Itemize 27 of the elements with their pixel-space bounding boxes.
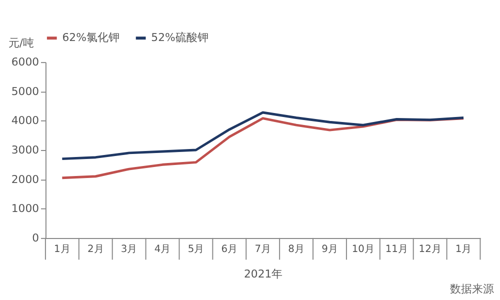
x-tick-label: 5月 bbox=[188, 244, 204, 255]
y-tick-label: 1000 bbox=[11, 202, 40, 216]
legend-label: 62%氯化钾 bbox=[62, 31, 120, 44]
x-tick-label: 4月 bbox=[154, 244, 171, 255]
line-series bbox=[60, 111, 465, 160]
x-tick-label: 7月 bbox=[254, 244, 271, 255]
x-axis-title: 2021年 bbox=[244, 267, 283, 280]
line-series bbox=[60, 117, 465, 180]
x-tick-label: 1月 bbox=[54, 244, 70, 255]
y-tick-label: 4000 bbox=[11, 114, 40, 128]
x-tick-label: 10月 bbox=[352, 244, 374, 255]
x-tick-label: 2月 bbox=[87, 244, 104, 255]
y-tick-label: 2000 bbox=[11, 172, 40, 186]
x-tick-label: 9月 bbox=[322, 244, 338, 255]
x-tick-label: 8月 bbox=[288, 244, 304, 255]
x-tick-label: 11月 bbox=[385, 244, 408, 255]
y-tick-label: 3000 bbox=[11, 143, 40, 156]
y-tick-label: 5000 bbox=[11, 84, 40, 98]
y-axis-title: 元/吨 bbox=[8, 36, 34, 50]
x-tick-label: 3月 bbox=[120, 244, 138, 255]
y-tick-label: 6000 bbox=[11, 56, 40, 69]
y-tick-label: 0 bbox=[32, 231, 40, 244]
x-tick-label: 12月 bbox=[418, 244, 442, 255]
text: 数据来源 bbox=[450, 282, 494, 296]
x-tick-label: 6月 bbox=[221, 244, 238, 255]
x-tick-label: 1月 bbox=[455, 244, 472, 255]
legend-label: 52%硫酸钾 bbox=[151, 31, 208, 44]
